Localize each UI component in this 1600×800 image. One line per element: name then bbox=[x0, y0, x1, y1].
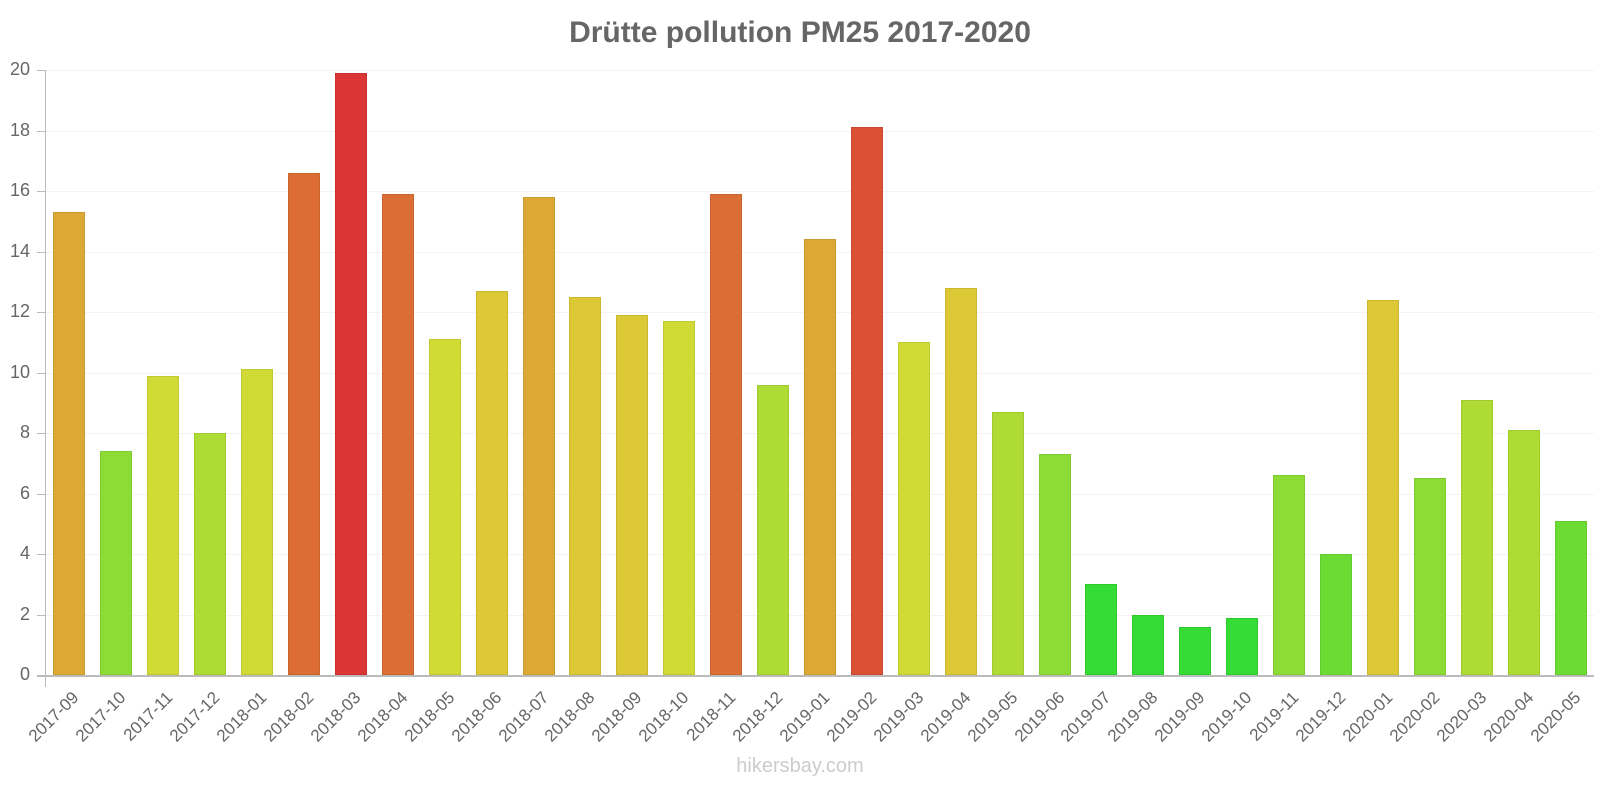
y-tick-label: 10 bbox=[9, 361, 30, 382]
y-tick-mark bbox=[37, 191, 45, 192]
bar-2017-09[interactable] bbox=[53, 212, 86, 675]
bar-2019-02[interactable] bbox=[850, 127, 883, 675]
bar-2017-11[interactable] bbox=[147, 375, 180, 675]
bar-2019-11[interactable] bbox=[1273, 475, 1306, 675]
bar-2019-08[interactable] bbox=[1132, 614, 1165, 675]
bar-2019-10[interactable] bbox=[1226, 617, 1259, 675]
bar-2019-09[interactable] bbox=[1179, 626, 1212, 675]
bar-2019-05[interactable] bbox=[991, 411, 1024, 675]
y-tick-mark bbox=[37, 372, 45, 374]
y-tick-mark bbox=[37, 130, 45, 132]
y-tick-mark bbox=[37, 554, 45, 555]
bar-2020-03[interactable] bbox=[1460, 399, 1493, 675]
gridline bbox=[46, 70, 1594, 71]
y-tick-label: 20 bbox=[9, 59, 30, 79]
bar-2019-12[interactable] bbox=[1320, 554, 1352, 675]
y-tick-label: 12 bbox=[9, 301, 30, 321]
y-tick-label: 6 bbox=[19, 482, 30, 503]
bar-2018-06[interactable] bbox=[475, 290, 508, 675]
x-axis bbox=[37, 675, 1594, 677]
bar-2018-01[interactable] bbox=[241, 369, 274, 675]
y-tick-label: 14 bbox=[9, 240, 30, 261]
y-tick-label: 4 bbox=[19, 543, 30, 563]
bar-2019-04[interactable] bbox=[944, 287, 977, 675]
bar-2018-12[interactable] bbox=[757, 384, 790, 675]
chart-title: Drütte pollution PM25 2017-2020 bbox=[569, 16, 1031, 49]
bar-2018-11[interactable] bbox=[710, 194, 743, 675]
y-tick-mark bbox=[37, 493, 45, 495]
y-tick-label: 8 bbox=[19, 422, 30, 442]
y-tick-mark bbox=[37, 251, 45, 253]
bar-2020-04[interactable] bbox=[1507, 429, 1540, 675]
y-tick-mark bbox=[37, 312, 45, 313]
bar-2018-09[interactable] bbox=[616, 315, 649, 675]
bar-2020-02[interactable] bbox=[1413, 478, 1446, 675]
bar-2019-01[interactable] bbox=[804, 239, 836, 675]
bar-2018-02[interactable] bbox=[288, 172, 320, 675]
bar-2019-06[interactable] bbox=[1038, 454, 1071, 675]
bar-2018-10[interactable] bbox=[663, 321, 696, 675]
y-tick-mark bbox=[37, 70, 45, 71]
y-tick-mark bbox=[37, 433, 45, 434]
bar-2017-12[interactable] bbox=[194, 433, 227, 675]
bar-2020-05[interactable] bbox=[1554, 520, 1587, 675]
y-axis bbox=[45, 70, 46, 687]
bar-2018-03[interactable] bbox=[334, 73, 367, 675]
gridline bbox=[46, 191, 1594, 192]
y-tick-label: 2 bbox=[19, 603, 30, 624]
y-tick-label: 16 bbox=[9, 180, 30, 200]
bar-2018-04[interactable] bbox=[381, 194, 414, 675]
y-tick-label: 18 bbox=[9, 119, 30, 140]
bar-2018-07[interactable] bbox=[522, 197, 555, 675]
bar-2019-07[interactable] bbox=[1085, 584, 1118, 675]
bar-2018-05[interactable] bbox=[428, 339, 461, 675]
bar-2018-08[interactable] bbox=[569, 296, 602, 675]
y-tick-mark bbox=[37, 614, 45, 616]
watermark: hikersbay.com bbox=[736, 755, 864, 777]
bar-2017-10[interactable] bbox=[100, 451, 133, 675]
y-tick-label: 0 bbox=[19, 664, 30, 684]
gridline bbox=[46, 130, 1594, 132]
bar-2019-03[interactable] bbox=[897, 342, 930, 675]
bar-2020-01[interactable] bbox=[1366, 299, 1399, 675]
